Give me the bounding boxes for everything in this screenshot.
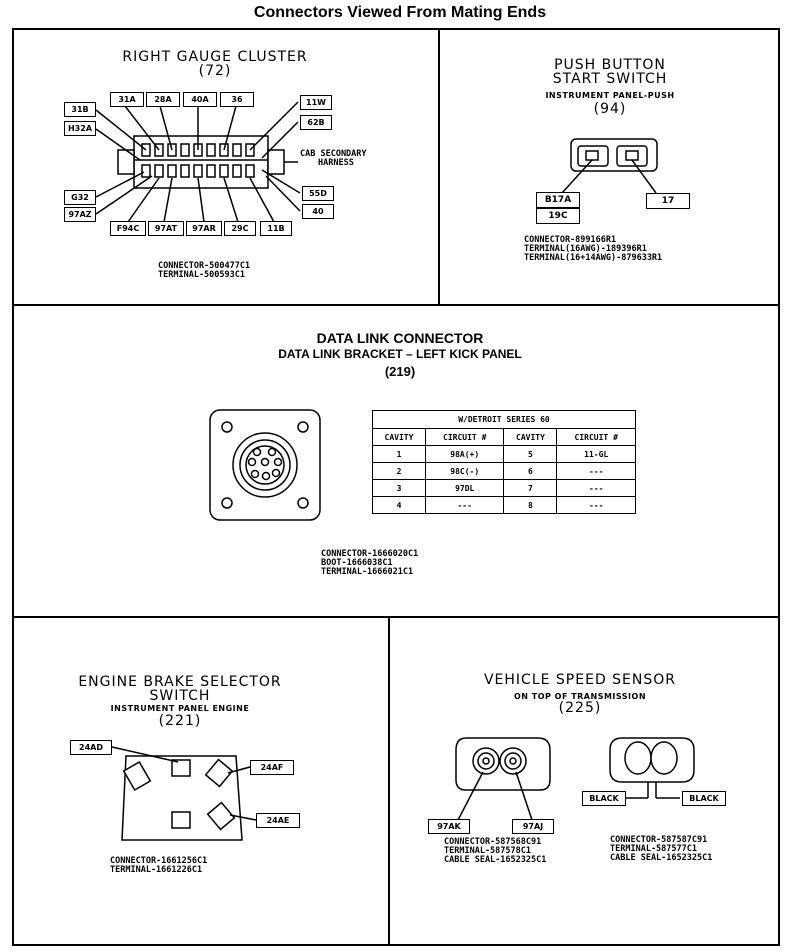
pin-label: 62B [300, 115, 332, 130]
pin-label: 31A [110, 92, 144, 107]
pin-label: 97AJ [512, 819, 554, 834]
connector-part-number: CONNECTOR-587587C91 [610, 835, 708, 845]
push-button-title: START SWITCH [552, 71, 668, 87]
data-link-title: DATA LINK CONNECTOR [316, 330, 484, 346]
connector-part-number: CONNECTOR-899166R1 [524, 235, 617, 245]
table-row: 1 98A(+) 5 11-GL [372, 445, 636, 463]
speed-sensor-panel [388, 616, 780, 946]
pin-label: 40 [302, 204, 334, 219]
connector-part-number: CONNECTOR-1666020C1 [321, 549, 419, 559]
terminal-part-number: TERMINAL-587577C1 [610, 844, 697, 854]
data-link-subtitle: DATA LINK BRACKET – LEFT KICK PANEL [278, 347, 522, 361]
terminal-part-number: TERMINAL-587578C1 [444, 846, 531, 856]
push-button-title: PUSH BUTTON [554, 57, 666, 73]
pin-label: G32 [64, 190, 96, 205]
pin-label: BLACK [582, 791, 626, 806]
engine-brake-title: SWITCH [149, 688, 211, 704]
terminal-part-number: TERMINAL(16+14AWG)-879633R1 [524, 253, 663, 263]
terminal-part-number: TERMINAL-1661226C1 [110, 865, 203, 875]
pin-label: 11W [300, 95, 332, 110]
pin-label: 24AD [70, 740, 112, 755]
pin-label: 11B [260, 221, 292, 236]
pin-label: 97AK [428, 819, 470, 834]
gauge-cluster-title: RIGHT GAUGE CLUSTER [122, 49, 308, 65]
pin-label: B17A [536, 192, 580, 208]
table-cell: --- [556, 496, 636, 514]
connector-part-number: CONNECTOR-587568C91 [444, 837, 542, 847]
speed-sensor-title: VEHICLE SPEED SENSOR [483, 672, 677, 688]
table-cell: --- [424, 496, 505, 514]
pin-label: F94C [110, 221, 146, 236]
connector-part-number: CONNECTOR-500477C1 [158, 261, 251, 271]
table-header-row: CAVITY CIRCUIT # CAVITY CIRCUIT # [372, 428, 636, 446]
pin-label: 17 [646, 193, 690, 209]
cable-seal-part-number: CABLE SEAL-1652325C1 [444, 855, 547, 865]
terminal-part-number: TERMINAL-1666021C1 [321, 567, 414, 577]
pin-label: 19C [536, 208, 580, 224]
table-cell: 4 [372, 496, 426, 514]
cavity-table: W/DETROIT SERIES 60 CAVITY CIRCUIT # CAV… [372, 410, 636, 514]
engine-brake-title: ENGINE BRAKE SELECTOR [78, 674, 282, 690]
pin-label: 97AR [186, 221, 222, 236]
connector-part-number: CONNECTOR-1661256C1 [110, 856, 208, 866]
push-button-subtitle: INSTRUMENT PANEL-PUSH [545, 91, 675, 100]
harness-label: HARNESS [318, 158, 354, 168]
harness-label: CAB SECONDARY [300, 149, 367, 159]
engine-brake-subtitle: INSTRUMENT PANEL ENGINE [110, 704, 250, 713]
pin-label: 40A [183, 92, 217, 107]
pin-label: H32A [64, 121, 96, 136]
boot-part-number: BOOT-1666038C1 [321, 558, 393, 568]
pin-label: 24AF [250, 760, 294, 775]
pin-label: 55D [302, 186, 334, 201]
pin-label: 97AT [148, 221, 184, 236]
engine-brake-number: (221) [158, 713, 202, 729]
terminal-part-number: TERMINAL(16AWG)-189396R1 [524, 244, 647, 254]
speed-sensor-subtitle: ON TOP OF TRANSMISSION [513, 692, 647, 701]
pin-label: 28A [146, 92, 180, 107]
gauge-cluster-number: (72) [198, 63, 232, 79]
speed-sensor-number: (225) [558, 700, 602, 716]
data-link-number: (219) [384, 364, 416, 379]
push-button-number: (94) [593, 101, 627, 117]
pin-label: 97AZ [64, 207, 96, 222]
terminal-part-number: TERMINAL-500593C1 [158, 270, 245, 280]
table-cell: 8 [503, 496, 558, 514]
cable-seal-part-number: CABLE SEAL-1652325C1 [610, 853, 713, 863]
page-title: Connectors Viewed From Mating Ends [253, 4, 547, 21]
pin-label: 29C [224, 221, 256, 236]
pin-label: 31B [64, 102, 96, 117]
pin-label: 36 [220, 92, 254, 107]
table-row: 4 --- 8 --- [372, 496, 636, 514]
pin-label: BLACK [682, 791, 726, 806]
pin-label: 24AE [256, 813, 300, 828]
